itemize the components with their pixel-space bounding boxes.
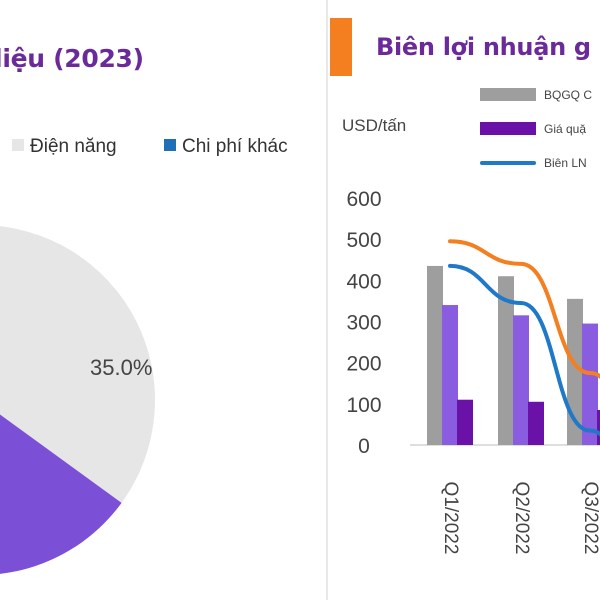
- bar: [528, 401, 544, 445]
- legend-item-gia-quang: Giá quặ: [480, 122, 586, 136]
- legend-item-bien-ln: Biên LN: [480, 156, 587, 170]
- pie-chart: 35.0%: [0, 226, 155, 574]
- y-tick-label: 600: [346, 188, 381, 211]
- series-line: [448, 239, 600, 380]
- bar: [597, 410, 600, 445]
- left-chart-title: t liệu (2023): [0, 44, 144, 73]
- legend-item-dien-nang: Điện năng: [12, 136, 117, 158]
- y-tick-label: 100: [346, 394, 381, 417]
- legend-swatch-bien-ln: [480, 160, 536, 165]
- legend-swatch-bqgq: [480, 88, 536, 102]
- bar: [457, 399, 473, 445]
- pie-label-dien-nang: 35.0%: [90, 355, 152, 380]
- y-axis-unit: USD/tấn: [342, 116, 407, 135]
- right-chart-panel: Biên lợi nhuận g BQGQ C Giá quặ Biên LN …: [330, 0, 600, 600]
- legend-item-chi-phi-khac: Chi phí khác: [164, 136, 288, 158]
- legend-label-bien-ln: Biên LN: [544, 156, 587, 170]
- x-tick-label: Q3/2022: [580, 482, 600, 555]
- legend-swatch-gia-quang: [480, 122, 536, 136]
- bar: [582, 323, 598, 445]
- pie-slice-chi-phi-khac: [0, 414, 122, 574]
- bar: [427, 265, 443, 445]
- legend-swatch-chi-phi-khac: [164, 138, 176, 151]
- y-tick-label: 0: [358, 435, 370, 458]
- y-tick-label: 500: [346, 229, 381, 252]
- x-tick-label: Q2/2022: [511, 482, 532, 555]
- legend-item-bqgq: BQGQ C: [480, 88, 592, 102]
- y-tick-label: 400: [346, 270, 381, 293]
- bar: [498, 276, 514, 445]
- bar: [442, 305, 458, 445]
- left-chart-panel: t liệu (2023) Điện năng Chi phí khác 35.…: [0, 0, 328, 600]
- bar-line-chart: 0 100 200 300 400 500 600 Q1/2022 Q2/2022 Q3/2022: [346, 188, 600, 555]
- pie-slice-dien-nang: [0, 226, 155, 503]
- bar: [513, 315, 529, 445]
- right-chart-title: Biên lợi nhuận g: [376, 33, 591, 61]
- y-tick-label: 200: [346, 353, 381, 376]
- legend-label-gia-quang: Giá quặ: [544, 122, 587, 136]
- x-tick-label: Q1/2022: [440, 482, 461, 555]
- legend-label-bqgq: BQGQ C: [544, 88, 593, 102]
- y-tick-label: 300: [346, 312, 381, 335]
- legend-label-dien-nang: Điện năng: [30, 136, 117, 157]
- accent-bar: [330, 18, 352, 76]
- bar: [567, 298, 583, 445]
- legend-label-chi-phi-khac: Chi phí khác: [182, 136, 288, 157]
- legend-swatch-dien-nang: [12, 138, 24, 151]
